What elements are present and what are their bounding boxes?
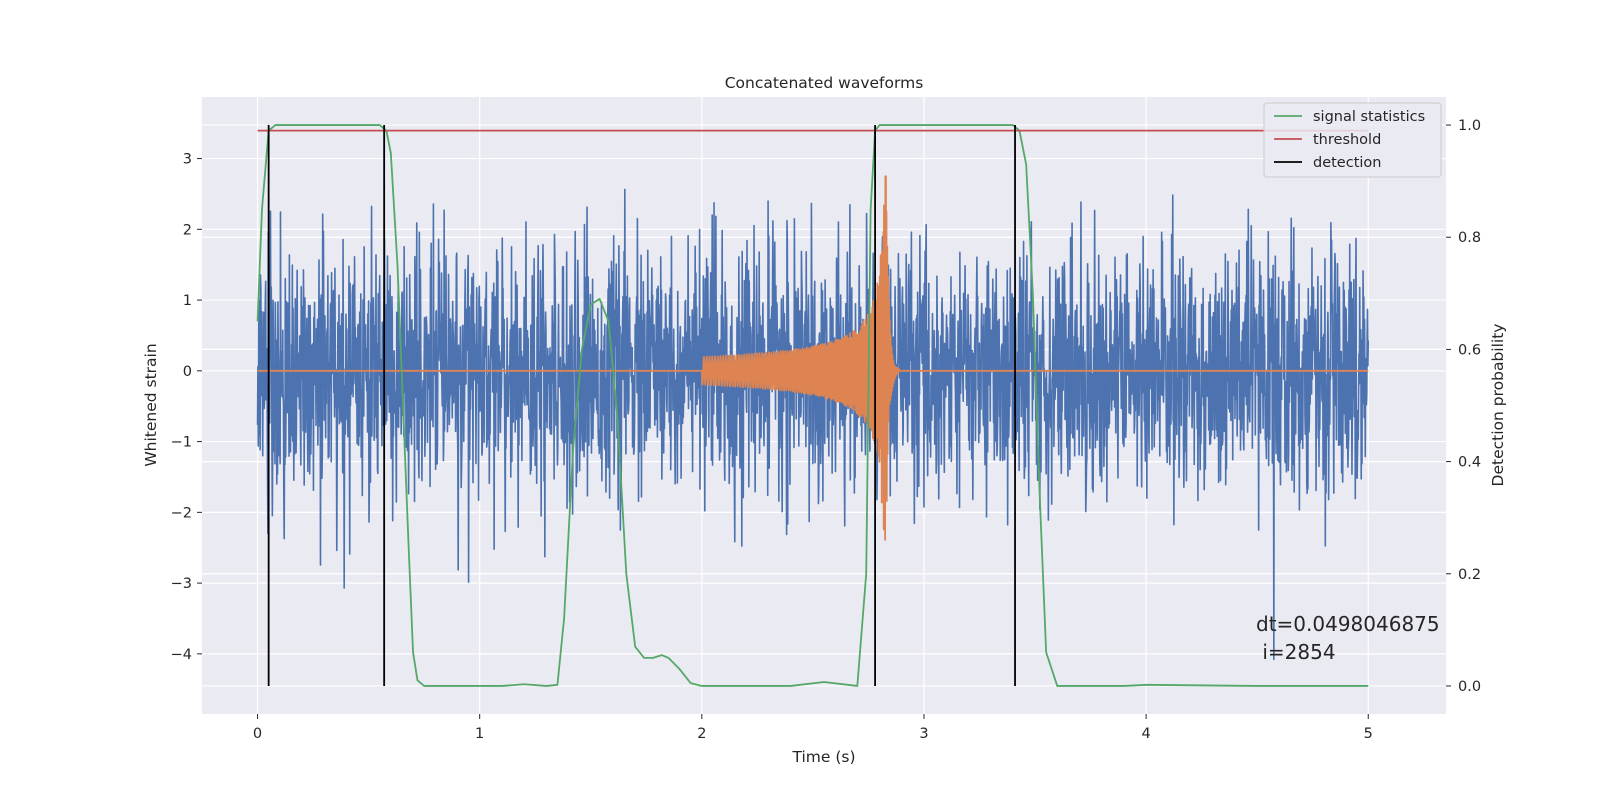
x-tick-label: 3 — [919, 726, 928, 742]
y-left-tick-label: 1 — [183, 293, 192, 309]
series-chirp-waveform — [256, 175, 1369, 541]
annotation-index: i=2854 — [1256, 640, 1336, 664]
legend-label-detection: detection — [1313, 155, 1381, 171]
y-right-tick-label: 0.8 — [1458, 230, 1481, 246]
x-tick-label: 4 — [1141, 726, 1150, 742]
y-right-axis-label: Detection probability — [1489, 324, 1507, 487]
y-left-tick-label: −4 — [171, 647, 192, 663]
y-right-tick-label: 0.0 — [1458, 679, 1481, 695]
x-axis-ticks: 0 1 2 3 4 5 — [253, 714, 1373, 742]
x-tick-label: 2 — [697, 726, 706, 742]
y-left-axis-ticks: −4 −3 −2 −1 0 1 2 3 — [171, 152, 202, 663]
series-layer — [256, 124, 1370, 687]
x-tick-label: 1 — [475, 726, 484, 742]
y-left-tick-label: 3 — [183, 152, 192, 168]
y-left-tick-label: 2 — [183, 222, 192, 238]
y-left-tick-label: −1 — [171, 435, 192, 451]
y-right-axis-ticks: 0.0 0.2 0.4 0.6 0.8 1.0 — [1446, 118, 1481, 695]
y-right-tick-label: 0.6 — [1458, 342, 1481, 358]
annotation-dt: dt=0.0498046875 — [1256, 612, 1440, 636]
y-left-axis-label: Whitened strain — [142, 343, 160, 466]
y-left-tick-label: −2 — [171, 505, 192, 521]
x-axis-label: Time (s) — [791, 748, 855, 766]
x-tick-label: 0 — [253, 726, 262, 742]
legend: signal statistics threshold detection — [1263, 102, 1442, 178]
legend-box — [1263, 102, 1442, 178]
x-tick-label: 5 — [1364, 726, 1373, 742]
y-left-tick-label: −3 — [171, 576, 192, 592]
y-left-tick-label: 0 — [183, 364, 192, 380]
series-detection — [267, 125, 1016, 686]
series-whitened-strain-noise — [256, 188, 1370, 661]
legend-label-threshold: threshold — [1313, 132, 1381, 148]
y-right-tick-label: 0.2 — [1458, 567, 1481, 583]
y-right-tick-label: 1.0 — [1458, 118, 1481, 134]
chart-title: Concatenated waveforms — [725, 74, 924, 92]
y-right-tick-label: 0.4 — [1458, 455, 1481, 471]
legend-label-signal-statistics: signal statistics — [1313, 109, 1425, 125]
